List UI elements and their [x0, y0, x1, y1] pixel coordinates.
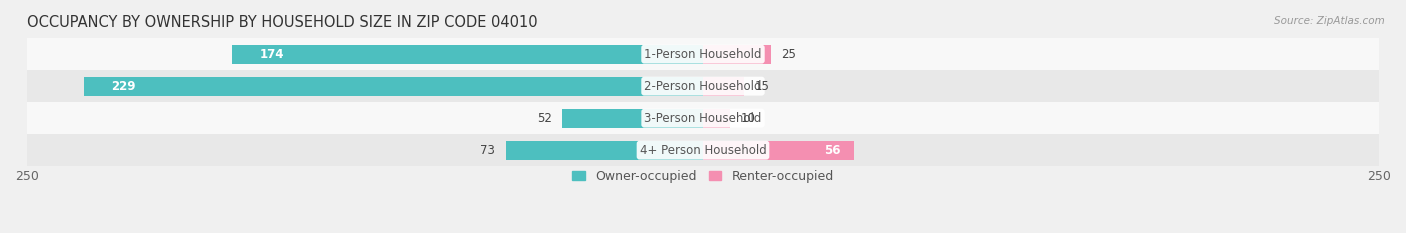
- Bar: [703, 45, 770, 64]
- Text: 3-Person Household: 3-Person Household: [644, 112, 762, 125]
- Legend: Owner-occupied, Renter-occupied: Owner-occupied, Renter-occupied: [568, 165, 838, 188]
- Text: 56: 56: [824, 144, 841, 157]
- Text: OCCUPANCY BY OWNERSHIP BY HOUSEHOLD SIZE IN ZIP CODE 04010: OCCUPANCY BY OWNERSHIP BY HOUSEHOLD SIZE…: [27, 15, 537, 30]
- Text: 4+ Person Household: 4+ Person Household: [640, 144, 766, 157]
- Text: 229: 229: [111, 80, 135, 93]
- Bar: [84, 76, 703, 96]
- Bar: [27, 70, 1379, 102]
- Text: 2-Person Household: 2-Person Household: [644, 80, 762, 93]
- Text: 10: 10: [741, 112, 756, 125]
- Text: 1-Person Household: 1-Person Household: [644, 48, 762, 61]
- Bar: [27, 134, 1379, 166]
- Text: 25: 25: [782, 48, 796, 61]
- Bar: [506, 140, 703, 160]
- Bar: [27, 38, 1379, 70]
- Text: 73: 73: [479, 144, 495, 157]
- Text: Source: ZipAtlas.com: Source: ZipAtlas.com: [1274, 16, 1385, 26]
- Bar: [562, 109, 703, 128]
- Bar: [27, 102, 1379, 134]
- Text: 52: 52: [537, 112, 551, 125]
- Bar: [703, 140, 855, 160]
- Bar: [703, 76, 744, 96]
- Text: 15: 15: [755, 80, 769, 93]
- Text: 174: 174: [260, 48, 284, 61]
- Bar: [703, 109, 730, 128]
- Bar: [232, 45, 703, 64]
